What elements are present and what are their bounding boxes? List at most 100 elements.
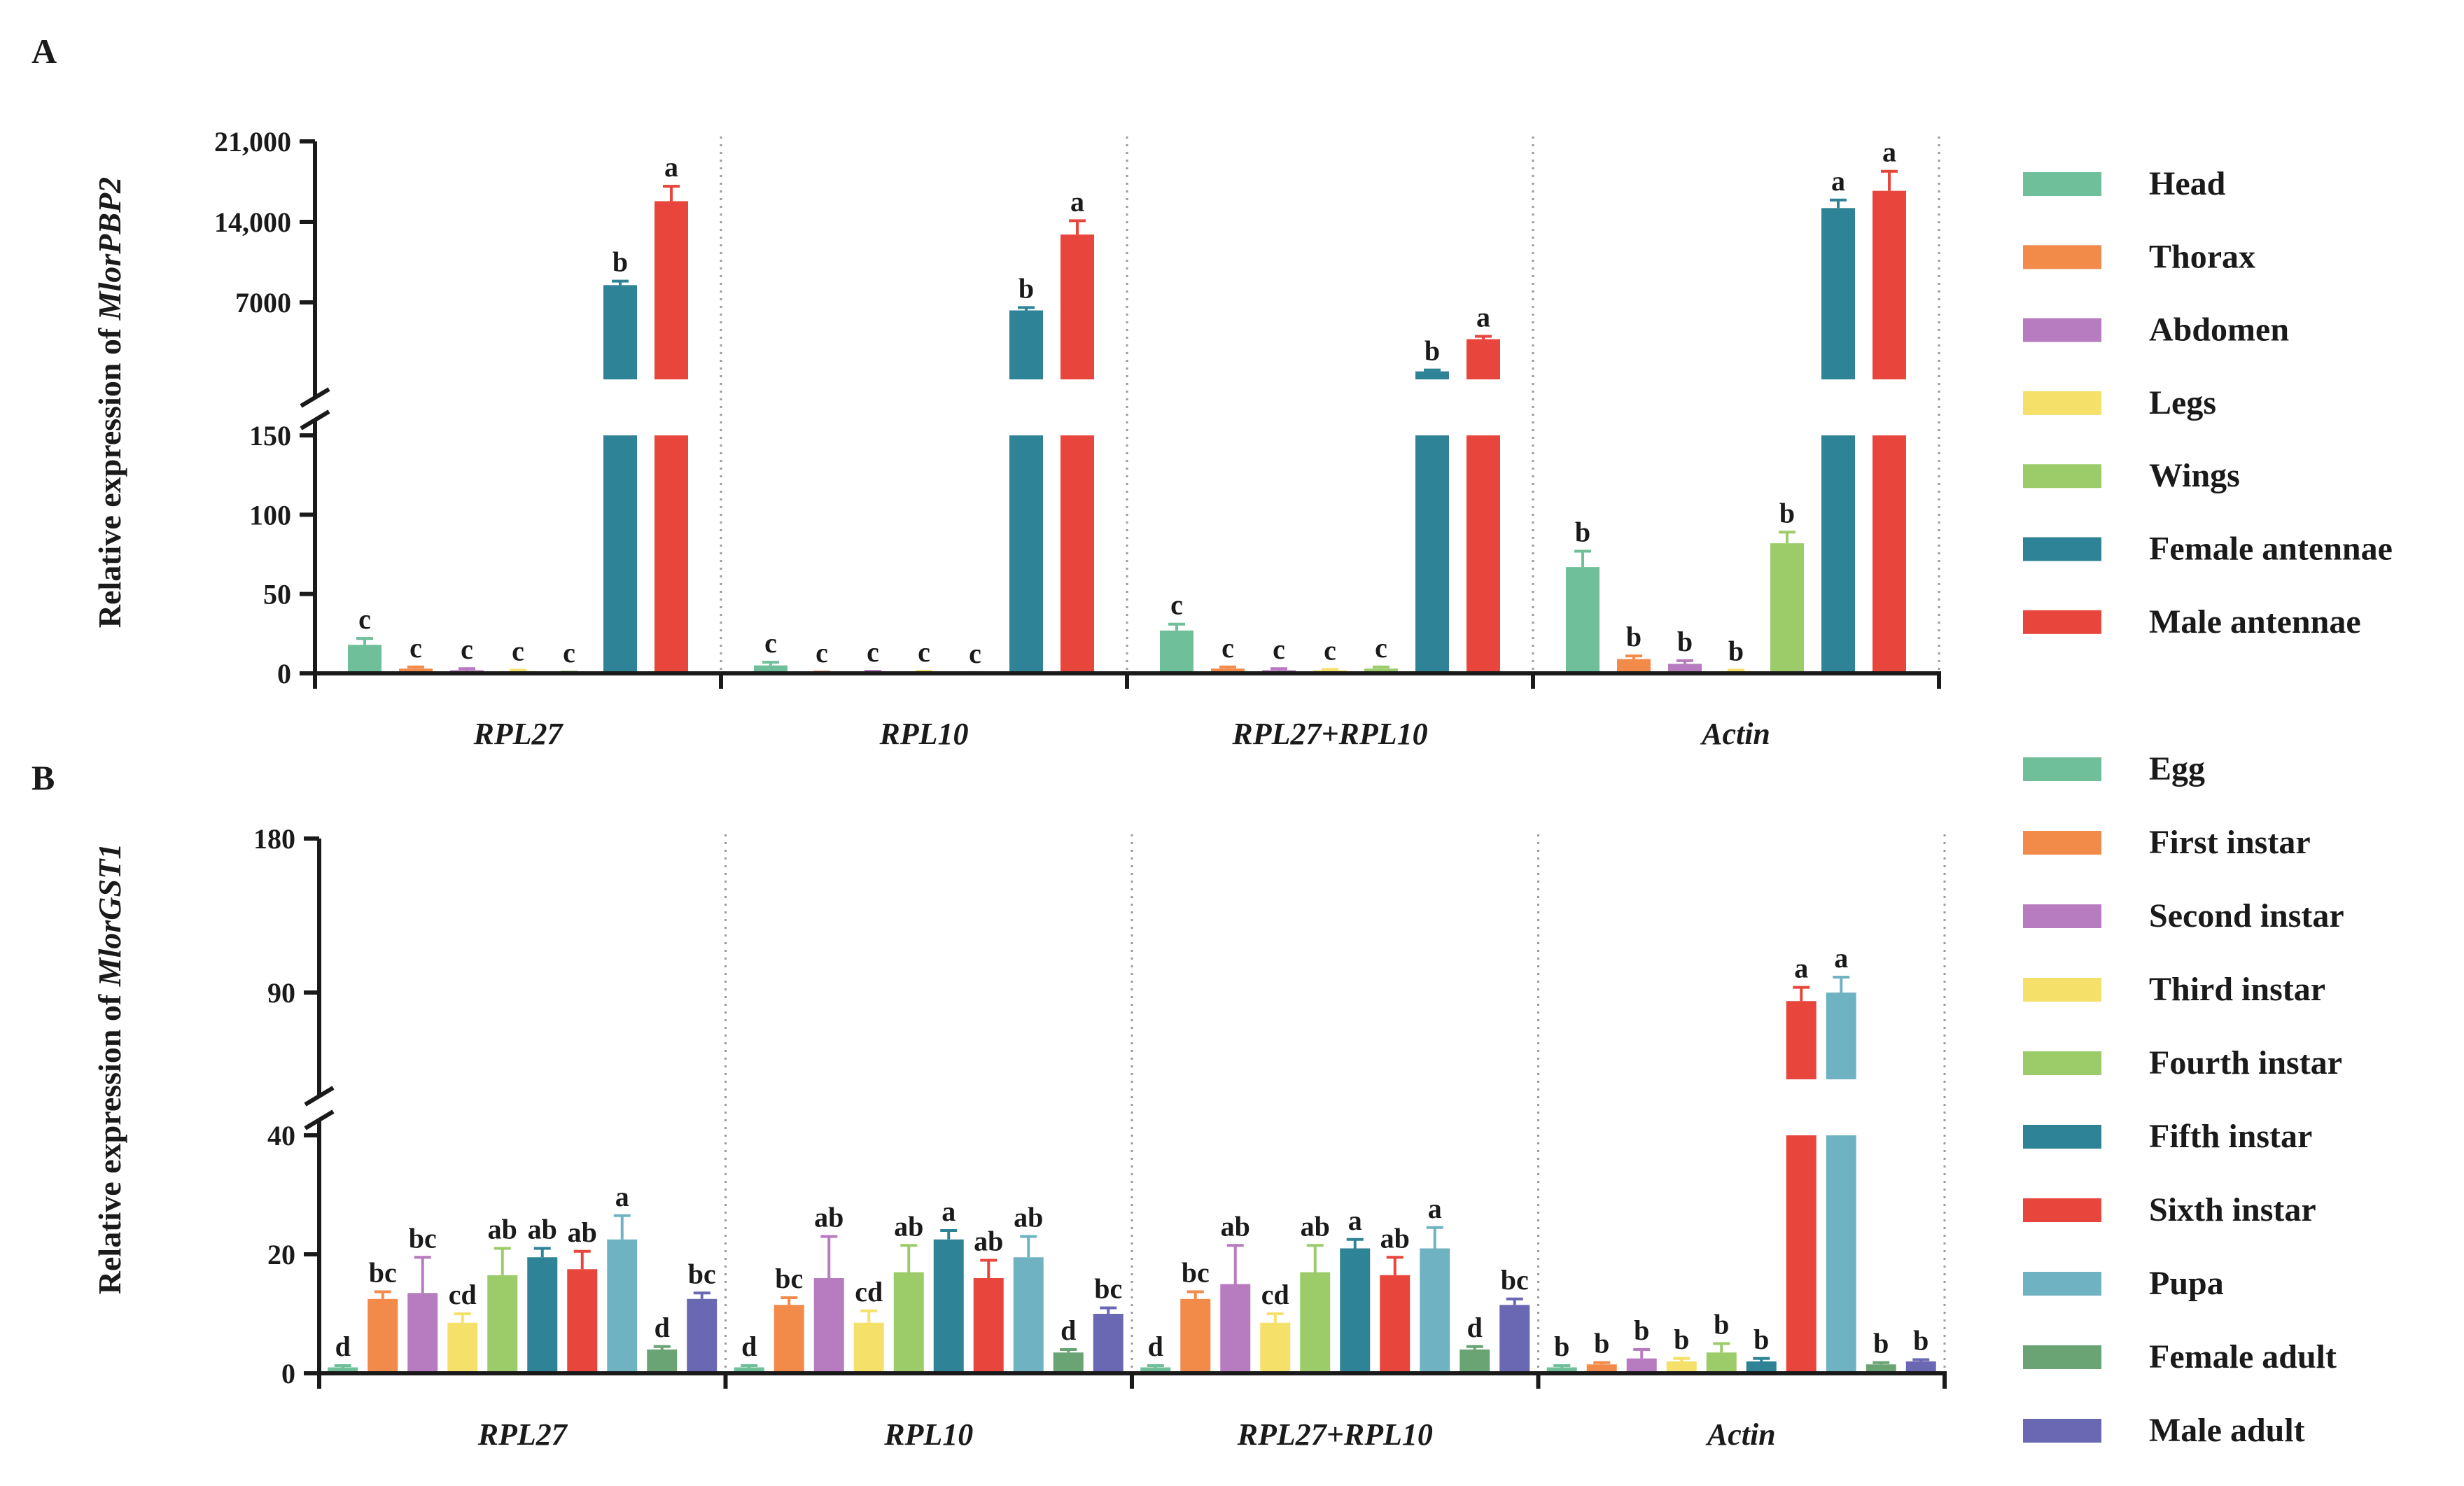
bar-pupa-actin-upper	[1826, 993, 1856, 1079]
bar-male-adult-actin	[1905, 1361, 1936, 1373]
bar-sixth-instar-actin-upper	[1786, 1001, 1816, 1079]
y-tick-label: 150	[249, 420, 291, 451]
legend-swatch-head	[2023, 172, 2101, 196]
significance-letter: b	[1779, 497, 1795, 528]
significance-letter: b	[612, 246, 628, 278]
significance-letter: b	[1674, 1324, 1689, 1355]
significance-letter: bc	[775, 1263, 803, 1294]
bar-thorax-actin	[1617, 659, 1651, 673]
legend-swatch-male-adult	[2023, 1419, 2101, 1443]
significance-letter: b	[1873, 1328, 1889, 1359]
bar-wings-rpl27-rpl10	[1364, 668, 1398, 673]
significance-letter: a	[1882, 136, 1896, 168]
legend-label-fifth-instar: Fifth instar	[2149, 1118, 2312, 1155]
category-label-rpl27-rpl10: RPL27+RPL10	[1231, 717, 1427, 751]
legend-label-abdomen: Abdomen	[2149, 311, 2289, 349]
legend-label-third-instar: Third instar	[2149, 971, 2325, 1008]
bar-male-adult-rpl27-rpl10	[1499, 1305, 1530, 1373]
category-label-rpl27-rpl10: RPL27+RPL10	[1237, 1417, 1433, 1452]
significance-letter: ab	[974, 1226, 1003, 1257]
legend-swatch-wings	[2023, 464, 2101, 489]
significance-letter: ab	[568, 1217, 597, 1248]
bar-fourth-instar-rpl10	[893, 1272, 924, 1373]
bar-male-antennae-rpl10-lower	[1060, 435, 1094, 673]
bar-third-instar-actin	[1666, 1361, 1697, 1373]
bar-thorax-rpl27	[399, 668, 433, 673]
bar-male-antennae-rpl27-upper	[654, 201, 688, 379]
bar-female-antennae-rpl27-lower	[603, 435, 637, 673]
bar-male-antennae-actin-upper	[1872, 190, 1906, 379]
significance-letter: d	[1148, 1331, 1163, 1362]
bar-female-antennae-rpl10-upper	[1009, 310, 1043, 379]
significance-letter: c	[358, 603, 371, 635]
y-tick-label: 180	[253, 823, 295, 855]
legend-label-female-adult: Female adult	[2149, 1338, 2337, 1375]
bar-wings-actin	[1770, 543, 1804, 673]
bar-head-rpl10	[754, 665, 788, 673]
significance-letter: a	[1834, 942, 1848, 974]
significance-letter: ab	[1014, 1202, 1043, 1233]
legend-swatch-female-antennae	[2023, 537, 2101, 561]
significance-letter: c	[1375, 632, 1387, 664]
legend-label-egg: Egg	[2149, 750, 2205, 787]
y-tick-label: 21,000	[214, 126, 291, 157]
bar-first-instar-actin	[1586, 1364, 1617, 1373]
significance-letter: c	[918, 636, 930, 668]
significance-letter: bc	[688, 1258, 716, 1289]
bar-fifth-instar-rpl10	[933, 1239, 964, 1373]
significance-letter: bc	[369, 1257, 397, 1289]
significance-letter: a	[1794, 953, 1808, 984]
y-axis-label-b: Relative expression of MlorGST1	[92, 843, 127, 1294]
y-tick-label: 0	[281, 1358, 295, 1389]
significance-letter: ab	[488, 1214, 517, 1245]
legend-label-head: Head	[2149, 165, 2226, 202]
significance-letter: b	[1714, 1309, 1729, 1340]
bar-male-antennae-rpl27-rpl10-lower	[1466, 435, 1500, 673]
bar-head-actin	[1566, 567, 1600, 673]
legend-label-male-antennae: Male antennae	[2149, 603, 2361, 640]
significance-letter: d	[654, 1312, 670, 1343]
legend-label-female-antennae: Female antennae	[2149, 531, 2393, 568]
bar-pupa-rpl10	[1013, 1257, 1044, 1373]
bar-sixth-instar-actin-lower	[1786, 1135, 1816, 1373]
bar-male-antennae-actin-lower	[1872, 435, 1906, 673]
bar-fourth-instar-actin	[1706, 1352, 1737, 1373]
bar-male-antennae-rpl27-lower	[654, 435, 688, 673]
legend-label-sixth-instar: Sixth instar	[2149, 1191, 2316, 1228]
significance-letter: a	[1428, 1193, 1442, 1224]
y-tick-label: 90	[267, 977, 295, 1009]
legend-label-second-instar: Second instar	[2149, 897, 2344, 934]
y-tick-label: 20	[267, 1239, 295, 1270]
significance-letter: b	[1634, 1315, 1649, 1346]
category-label-rpl27: RPL27	[477, 1417, 568, 1452]
bar-fourth-instar-rpl27	[487, 1275, 518, 1373]
significance-letter: c	[969, 638, 981, 669]
category-label-rpl10: RPL10	[883, 1417, 973, 1452]
significance-letter: ab	[1380, 1222, 1410, 1254]
bar-female-adult-rpl27	[647, 1350, 678, 1373]
significance-letter: b	[1594, 1328, 1609, 1359]
significance-letter: b	[1754, 1324, 1769, 1355]
y-tick-label: 0	[277, 658, 291, 689]
bar-abdomen-actin	[1668, 664, 1702, 673]
bar-third-instar-rpl27-rpl10	[1260, 1322, 1291, 1373]
significance-letter: b	[1424, 335, 1440, 367]
y-tick-label: 14,000	[214, 206, 291, 238]
panel-a-plot: c c c b c c c b c c c b c c c b c c c b b b b a a a a a 0 50 100 150 700…	[214, 126, 1941, 751]
bar-egg-rpl27-rpl10	[1140, 1367, 1171, 1373]
bar-male-adult-rpl10	[1093, 1314, 1124, 1373]
bar-egg-actin	[1546, 1367, 1577, 1373]
significance-letter: bc	[409, 1222, 437, 1254]
legend-swatch-fifth-instar	[2023, 1125, 2101, 1149]
legend-swatch-legs	[2023, 391, 2101, 415]
significance-letter: c	[512, 635, 524, 666]
bar-female-antennae-rpl10-lower	[1009, 435, 1043, 673]
bar-thorax-rpl27-rpl10	[1211, 668, 1245, 673]
legend-b: Egg First instar Second instar Third instar…	[2023, 750, 2344, 1449]
bar-first-instar-rpl27-rpl10	[1180, 1298, 1211, 1373]
bar-head-rpl27	[348, 645, 382, 673]
significance-letter: b	[1677, 626, 1693, 657]
legend-swatch-thorax	[2023, 245, 2101, 269]
significance-letter: ab	[814, 1202, 844, 1233]
